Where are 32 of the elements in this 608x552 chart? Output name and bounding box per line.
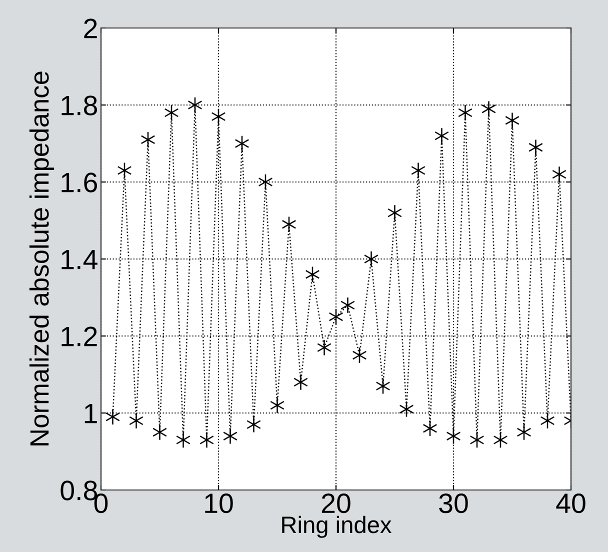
y-tick-label: 1.2 xyxy=(62,326,97,346)
y-tick-label: 1.6 xyxy=(62,172,98,192)
y-tick-label: 1.8 xyxy=(62,96,98,116)
point xyxy=(294,374,308,390)
y-tick-label: 1 xyxy=(84,404,97,424)
point xyxy=(364,250,378,268)
point xyxy=(482,100,496,118)
point xyxy=(317,339,332,356)
x-tick-label: 40 xyxy=(556,494,586,514)
x-axis-title: Ring index xyxy=(282,516,392,538)
y-tick-label: 1.4 xyxy=(62,250,98,270)
point xyxy=(340,296,355,314)
point xyxy=(528,139,543,156)
point xyxy=(176,432,190,448)
point xyxy=(246,416,261,433)
point xyxy=(505,112,520,129)
point xyxy=(388,204,402,222)
x-tick-label: 20 xyxy=(322,494,350,514)
x-tick-label: 30 xyxy=(439,494,468,514)
point xyxy=(200,432,214,448)
x-tick-label: 10 xyxy=(205,494,233,514)
point xyxy=(552,166,566,183)
point xyxy=(129,412,144,429)
point xyxy=(270,397,284,414)
point xyxy=(411,162,426,179)
point xyxy=(434,128,449,144)
y-tick-label: 2 xyxy=(84,18,97,38)
point xyxy=(223,428,238,444)
y-axis-title: Normalized absolute impedance xyxy=(29,72,54,446)
point xyxy=(106,408,120,426)
point xyxy=(458,104,472,121)
point xyxy=(152,424,167,441)
